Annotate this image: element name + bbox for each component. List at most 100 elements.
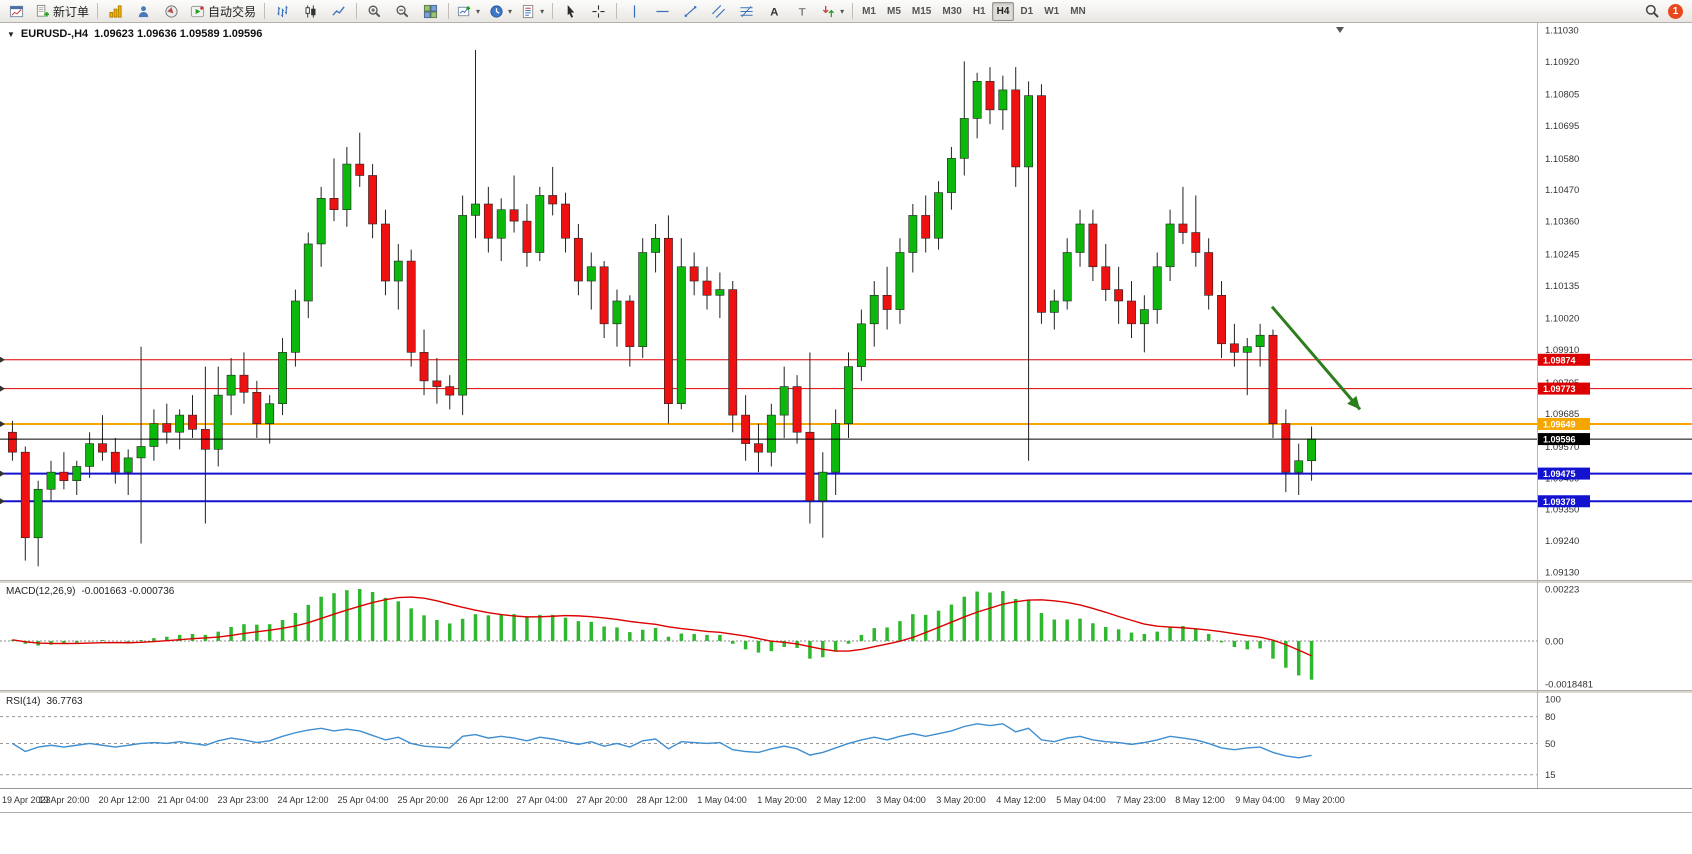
timeframe-button-M30[interactable]: M30 [942,5,962,17]
rsi-line [12,723,1312,759]
main-chart-pane[interactable]: 1.11030 1.10920 1.10805 1.10695 1.10580 1.104… [0,23,1692,580]
candle-body [316,198,326,245]
candle-body [625,300,635,347]
timeframe-button-MN[interactable]: MN [1070,5,1086,17]
zoom-out-button[interactable] [389,1,416,22]
zoom-out-icon [395,4,410,19]
search-button[interactable] [1638,1,1665,22]
price-axis-label: 1.10360 [1545,217,1579,228]
trend-line-tool-button[interactable] [677,1,704,22]
fibonacci-tool-button[interactable] [733,1,760,22]
tile-windows-button[interactable] [417,1,444,22]
new-chart-icon [457,4,472,19]
auto-trading-button[interactable]: 自动交易 [186,1,260,22]
timeframe-button-H1[interactable]: H1 [972,5,986,17]
candle-body [895,252,905,310]
pane-separator[interactable] [0,580,1692,583]
candle-body [1217,294,1226,345]
chart-shift-marker[interactable] [1336,27,1344,33]
auto-trading-icon [190,4,205,19]
macd-axis-label: 0.00 [1545,636,1564,647]
timeframe-button-M5[interactable]: M5 [887,5,901,17]
toolbar-separator [448,3,450,19]
time-axis-label: 9 May 20:00 [1295,795,1345,805]
templates-button[interactable]: ▾ [517,1,548,22]
new-chart-button[interactable]: ▾ [453,1,484,22]
profiles-button[interactable]: ▾ [485,1,516,22]
candle-body [175,414,185,433]
data-window-button[interactable] [130,1,157,22]
equidistant-channel-button[interactable] [705,1,732,22]
price-tag [1538,353,1590,366]
candle-body [445,386,455,396]
new-order-icon [35,4,50,19]
candle-body [72,466,82,482]
arrows-tool-button[interactable]: ▾ [817,1,848,22]
charts-button[interactable] [3,1,30,22]
text-icon: A [767,4,782,19]
trend-arrow[interactable] [1270,305,1362,411]
dropdown-arrow-icon: ▾ [840,6,845,16]
candle-body [483,203,493,239]
candle-body [1242,346,1252,353]
chart-window[interactable]: 1.11030 1.10920 1.10805 1.10695 1.10580 1.104… [0,23,1692,813]
price-chart-surface[interactable]: 1.11030 1.10920 1.10805 1.10695 1.10580 1.104… [0,23,1692,580]
text-label-tool-button[interactable]: T [789,1,816,22]
time-axis-label: 27 Apr 20:00 [576,795,628,805]
vertical-line-icon [627,4,642,19]
macd-pane[interactable]: 0.00223 0.00 -0.0018481 MACD(12,26,9) -0.0… [0,583,1692,690]
candle-body [432,380,442,387]
navigator-button[interactable] [158,1,185,22]
text-tool-button[interactable]: A [761,1,788,22]
candle-body [1268,334,1278,424]
horizontal-line-tool-button[interactable] [649,1,676,22]
toolbar-separator [356,3,358,19]
price-axis-label: 1.09910 [1545,345,1579,356]
rsi-indicator-surface[interactable]: 100 80 50 15 [0,693,1692,788]
macd-indicator-surface[interactable]: 0.00223 0.00 -0.0018481 [0,583,1692,690]
candle-body [1229,343,1239,353]
macd-signal-line [12,596,1312,657]
dropdown-arrow-icon: ▾ [540,6,545,16]
crosshair-tool-button[interactable] [585,1,612,22]
time-axis-label: 8 May 12:00 [1175,795,1225,805]
text-label-icon: T [795,4,810,19]
horizontal-line-icon [655,4,670,19]
candle-body [1127,300,1136,325]
time-axis-label: 9 May 04:00 [1235,795,1285,805]
price-axis-label: 1.09240 [1545,536,1579,547]
macd-values: -0.001663 -0.000736 [81,586,175,597]
zoom-in-button[interactable] [361,1,388,22]
candlestick-mode-button[interactable] [297,1,324,22]
time-axis[interactable]: 19 Apr 2023 19 Apr 20:00 20 Apr 12:00 21 Ap… [0,788,1692,812]
new-order-button[interactable]: 新订单 [31,1,93,22]
time-axis-label: 26 Apr 12:00 [457,795,509,805]
market-watch-button[interactable] [102,1,129,22]
candle-body [33,488,43,539]
candle-body [1088,223,1098,268]
cursor-tool-button[interactable] [557,1,584,22]
candle-body [123,457,133,473]
price-tag [1538,467,1590,480]
timeframe-button-W1[interactable]: W1 [1044,5,1060,17]
time-axis-label: 1 May 04:00 [697,795,747,805]
candle-body [638,252,648,347]
navigator-icon [164,4,179,19]
candle-body [136,446,146,459]
price-axis-label: 1.09570 [1545,442,1579,453]
candle-body [1204,252,1214,296]
pane-separator[interactable] [0,690,1692,693]
timeframe-button-D1[interactable]: D1 [1020,5,1034,17]
timeframe-button-M1[interactable]: M1 [862,5,876,17]
price-tag-label: 1.09649 [1543,419,1576,429]
candle-body [612,300,622,325]
timeframe-button-M15[interactable]: M15 [911,5,932,17]
candle-body [252,391,262,424]
bar-chart-mode-button[interactable] [269,1,296,22]
collapse-arrow-icon[interactable]: ▼ [7,29,15,39]
vertical-line-tool-button[interactable] [621,1,648,22]
timeframe-button-H4[interactable]: H4 [991,1,1015,21]
notification-badge[interactable]: 1 [1668,3,1683,19]
line-chart-mode-button[interactable] [325,1,352,22]
rsi-pane[interactable]: 100 80 50 15 RSI(14) 36.7763 [0,693,1692,788]
